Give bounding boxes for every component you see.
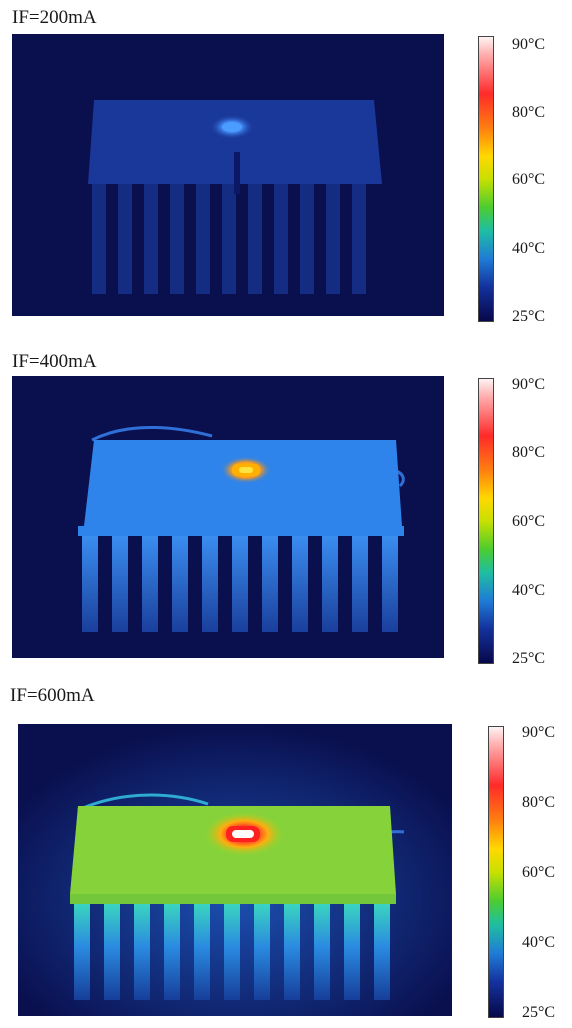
panel-label: IF=600mA xyxy=(10,685,95,706)
thermal-panel-400mA: IF=400mA xyxy=(0,346,572,672)
temperature-colorbar xyxy=(478,36,494,322)
colorbar-tick-90: 90°C xyxy=(522,724,556,741)
panel-label: IF=200mA xyxy=(12,7,97,28)
colorbar-tick-25: 25°C xyxy=(522,1004,556,1021)
colorbar-tick-40: 40°C xyxy=(512,582,546,599)
colorbar-tick-25: 25°C xyxy=(512,650,546,667)
colorbar-tick-60: 60°C xyxy=(512,513,546,530)
thermal-panel-600mA: IF=600mA xyxy=(0,680,572,1028)
colorbar-tick-80: 80°C xyxy=(512,444,546,461)
colorbar-tick-90: 90°C xyxy=(512,376,546,393)
colorbar-tick-80: 80°C xyxy=(522,794,556,811)
thermal-panel-200mA: IF=200mA xyxy=(0,0,572,330)
thermal-image xyxy=(18,724,452,1016)
panel-label: IF=400mA xyxy=(12,351,97,372)
temperature-colorbar xyxy=(478,378,494,664)
colorbar-tick-60: 60°C xyxy=(522,864,556,881)
thermal-image xyxy=(12,376,444,658)
colorbar-tick-60: 60°C xyxy=(512,171,546,188)
colorbar-tick-40: 40°C xyxy=(522,934,556,951)
temperature-colorbar xyxy=(488,726,504,1018)
colorbar-tick-40: 40°C xyxy=(512,240,546,257)
colorbar-tick-80: 80°C xyxy=(512,104,546,121)
colorbar-tick-25: 25°C xyxy=(512,308,546,325)
colorbar-tick-90: 90°C xyxy=(512,36,546,53)
thermal-image xyxy=(12,34,444,316)
